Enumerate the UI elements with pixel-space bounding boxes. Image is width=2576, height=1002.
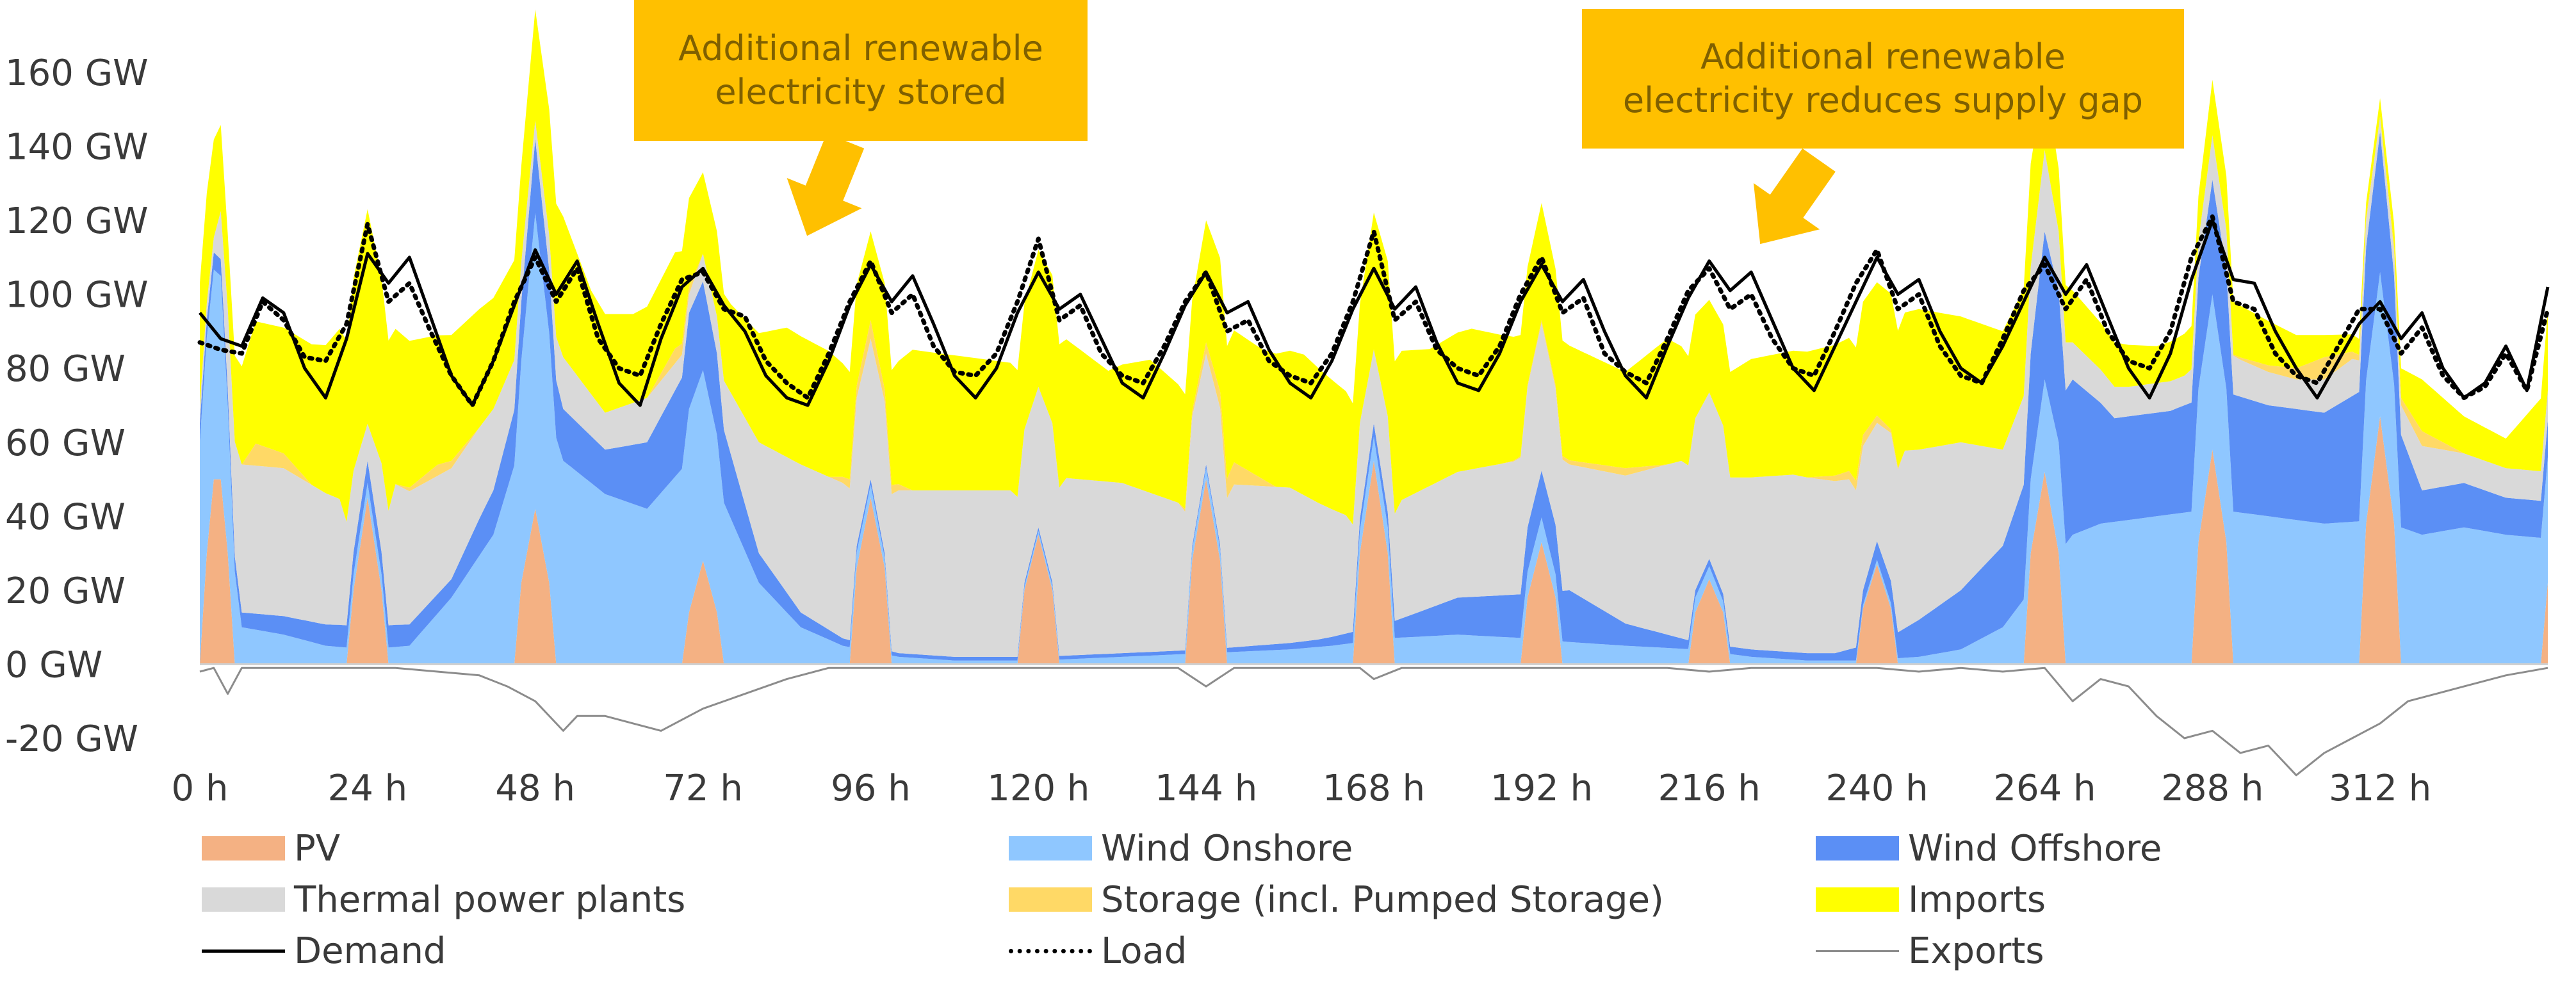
area-thermal-power-plants xyxy=(200,117,2548,657)
line-exports xyxy=(199,667,2548,777)
annotation-line: Additional renewable xyxy=(1700,36,2066,77)
x-tick-label: 96 h xyxy=(831,768,911,809)
callout-arrows xyxy=(787,133,1836,245)
x-tick-label: 288 h xyxy=(2161,768,2263,809)
x-tick-label: 0 h xyxy=(172,768,229,809)
x-tick-label: 216 h xyxy=(1658,768,1761,809)
x-tick-label: 48 h xyxy=(495,768,575,809)
annotation-renewable-stored: Additional renewable electricity stored xyxy=(634,0,1088,141)
x-tick-label: 144 h xyxy=(1155,768,1257,809)
x-axis-tick-labels: 0 h 24 h 48 h 72 h 96 h 120 h 144 h 168 h 192 h 2… xyxy=(172,768,2432,809)
legend-item-wind-offshore: Wind Offshore xyxy=(1816,823,2162,874)
line-series xyxy=(197,214,2550,777)
stacked-area-series xyxy=(200,9,2548,665)
legend-label: Wind Onshore xyxy=(1101,827,1353,869)
legend-label: PV xyxy=(294,827,341,869)
y-tick-label: 60 GW xyxy=(5,423,126,464)
legend-swatch xyxy=(1816,887,1899,912)
legend-label: Thermal power plants xyxy=(294,878,686,921)
annotation-line: electricity stored xyxy=(715,72,1007,112)
x-tick-label: 72 h xyxy=(663,768,743,809)
legend-swatch xyxy=(202,949,285,953)
legend-item-imports: Imports xyxy=(1816,874,2046,925)
area-wind-onshore xyxy=(200,213,2548,665)
legend-item-thermal-power-plants: Thermal power plants xyxy=(202,874,685,925)
y-tick-label: 120 GW xyxy=(5,200,148,242)
callout-arrow-stored xyxy=(787,133,865,236)
y-tick-label: 160 GW xyxy=(5,53,148,94)
legend-swatch xyxy=(202,836,285,861)
line-load xyxy=(197,214,2550,408)
y-tick-label: 80 GW xyxy=(5,348,126,390)
y-tick-label: 40 GW xyxy=(5,496,126,538)
legend-item-exports: Exports xyxy=(1816,925,2044,976)
line-demand xyxy=(199,218,2550,407)
legend-label: Imports xyxy=(1908,878,2046,921)
y-tick-label: 140 GW xyxy=(5,127,148,168)
y-tick-label: 20 GW xyxy=(5,570,126,612)
area-wind-offshore xyxy=(200,131,2548,661)
legend-item-storage-incl-pumped-storage: Storage (incl. Pumped Storage) xyxy=(1009,874,1664,925)
legend-item-load: Load xyxy=(1009,925,1187,976)
legend-item-wind-onshore: Wind Onshore xyxy=(1009,823,1353,874)
area-pv xyxy=(200,416,2548,665)
annotation-line: Additional renewable xyxy=(678,28,1043,69)
annotation-line: electricity reduces supply gap xyxy=(1622,80,2144,120)
legend-swatch xyxy=(1816,836,1899,861)
x-tick-label: 120 h xyxy=(987,768,1089,809)
legend-swatch xyxy=(1009,836,1092,861)
annotation-supply-gap: Additional renewable electricity reduces… xyxy=(1582,9,2184,149)
x-tick-label: 168 h xyxy=(1323,768,1425,809)
legend-item-pv: PV xyxy=(202,823,340,874)
y-tick-label: -20 GW xyxy=(5,718,138,760)
legend-item-demand: Demand xyxy=(202,925,446,976)
legend-swatch xyxy=(1009,948,1092,953)
legend-label: Demand xyxy=(294,930,446,972)
x-tick-label: 24 h xyxy=(328,768,408,809)
callout-arrow-supply-gap xyxy=(1753,148,1836,245)
legend-label: Exports xyxy=(1908,930,2044,972)
legend-label: Storage (incl. Pumped Storage) xyxy=(1101,878,1664,921)
y-axis-tick-labels: -20 GW 0 GW 20 GW 40 GW 60 GW 80 GW 100 GW 120 … xyxy=(5,53,148,760)
x-tick-label: 240 h xyxy=(1825,768,1928,809)
legend-swatch xyxy=(1009,887,1092,912)
legend-swatch xyxy=(1816,949,1899,952)
y-tick-label: 100 GW xyxy=(5,275,148,316)
legend-swatch xyxy=(202,887,285,912)
x-tick-label: 264 h xyxy=(1993,768,2096,809)
legend-label: Load xyxy=(1101,930,1187,972)
legend-label: Wind Offshore xyxy=(1908,827,2162,869)
x-tick-label: 312 h xyxy=(2329,768,2431,809)
x-tick-label: 192 h xyxy=(1490,768,1593,809)
y-tick-label: 0 GW xyxy=(5,644,102,686)
